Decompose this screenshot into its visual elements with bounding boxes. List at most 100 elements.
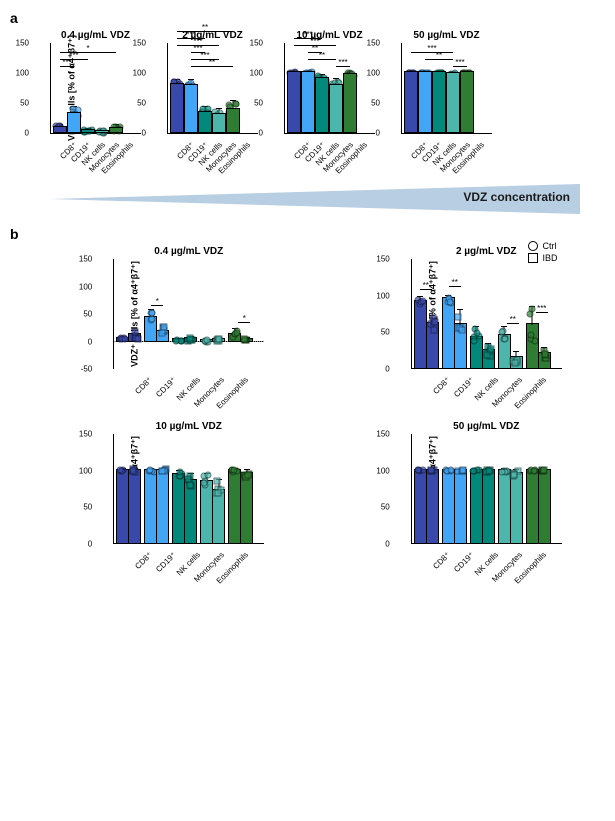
bar <box>460 71 474 133</box>
vdz-gradient: VDZ concentration <box>50 184 580 214</box>
y-tick: 0 <box>72 337 92 346</box>
data-point <box>485 467 492 474</box>
y-tick: 50 <box>360 99 380 108</box>
gradient-label: VDZ concentration <box>463 190 570 204</box>
y-tick: 50 <box>72 503 92 512</box>
data-point <box>187 482 194 489</box>
sig-text: *** <box>338 58 347 67</box>
y-tick: 0 <box>243 129 263 138</box>
data-point <box>455 314 462 321</box>
bar <box>329 84 343 133</box>
y-tick: 100 <box>243 69 263 78</box>
y-tick: 0 <box>72 540 92 549</box>
data-point <box>200 479 207 486</box>
chart-group: 2 µg/mL VDZVDZ⁺ cells [% of α4⁺β7⁺]05010… <box>348 246 615 411</box>
y-tick: 150 <box>243 39 263 48</box>
y-tick: 150 <box>360 39 380 48</box>
data-point <box>149 310 156 317</box>
chart-area: VDZ⁺ cells [% of α4⁺β7⁺]-50050100150** <box>113 259 264 369</box>
chart-title: 0.4 µg/mL VDZ <box>154 246 223 257</box>
y-tick: 50 <box>243 99 263 108</box>
data-point <box>177 469 184 476</box>
data-point <box>203 337 210 344</box>
chart-area: VDZ⁺ cells [% of α4⁺β7⁺]050100150******* <box>50 43 141 134</box>
y-tick: 50 <box>126 99 146 108</box>
data-point <box>172 337 179 344</box>
legend-label: Ctrl <box>542 241 556 251</box>
data-point <box>186 334 193 341</box>
data-point <box>234 329 241 336</box>
y-tick: 100 <box>370 466 390 475</box>
data-point <box>527 331 534 338</box>
panel-a: a 0.4 µg/mL VDZVDZ⁺ cells [% of α4⁺β7⁺]0… <box>10 10 615 214</box>
panel-b-charts: 0.4 µg/mL VDZ VDZ⁺ cells [% of α4⁺β7⁺]-50… <box>50 246 615 586</box>
data-point <box>499 468 506 475</box>
bars-container <box>402 43 492 133</box>
y-tick: 100 <box>360 69 380 78</box>
legend-label: IBD <box>542 253 557 263</box>
y-tick: 0 <box>9 129 29 138</box>
data-point <box>205 472 212 479</box>
bar <box>446 72 460 133</box>
bars-container <box>168 43 258 133</box>
data-point <box>488 345 495 352</box>
bar <box>184 84 198 133</box>
bar <box>454 469 467 544</box>
bar <box>128 469 141 544</box>
bars-container <box>412 434 553 544</box>
data-point <box>116 466 123 473</box>
y-tick: 0 <box>370 365 390 374</box>
bar <box>343 73 357 133</box>
data-point <box>541 467 548 474</box>
y-tick: 0 <box>370 540 390 549</box>
y-tick: 150 <box>72 430 92 439</box>
legend: Ctrl IBD <box>528 241 557 265</box>
panel-a-label: a <box>10 10 615 26</box>
data-point <box>531 338 538 345</box>
chart-title: 10 µg/mL VDZ <box>156 421 222 432</box>
data-point <box>216 335 223 342</box>
data-point <box>241 336 248 343</box>
panel-a-charts: 0.4 µg/mL VDZVDZ⁺ cells [% of α4⁺β7⁺]050… <box>10 30 615 176</box>
y-tick: 150 <box>126 39 146 48</box>
y-tick: 50 <box>370 503 390 512</box>
data-point <box>214 478 221 485</box>
bars-container <box>412 259 553 369</box>
data-point <box>146 466 153 473</box>
data-point <box>512 360 519 367</box>
chart-title: 50 µg/mL VDZ <box>453 421 519 432</box>
data-point <box>134 335 141 342</box>
bars-container <box>114 434 255 544</box>
panel-b: b 0.4 µg/mL VDZVDZ⁺ cells [% of α4⁺β7⁺]-… <box>10 226 615 586</box>
y-tick: 100 <box>72 282 92 291</box>
chart-group: 50 µg/mL VDZ050100150********CD8⁺CD19⁺NK… <box>401 30 492 176</box>
chart-title: 50 µg/mL VDZ <box>413 30 479 41</box>
y-tick: 0 <box>126 129 146 138</box>
data-point <box>431 326 438 333</box>
chart-area: 050100150**************** <box>167 43 258 134</box>
data-point <box>158 330 165 337</box>
y-tick: 0 <box>360 129 380 138</box>
data-point <box>419 298 426 305</box>
chart-area: VDZ⁺ cells [% of α4⁺β7⁺]050100150 <box>411 434 562 544</box>
chart-group: 50 µg/mL VDZ VDZ⁺ cells [% of α4⁺β7⁺]0501… <box>348 421 615 586</box>
y-tick: 100 <box>370 291 390 300</box>
chart-area: 050100150************* <box>284 43 375 134</box>
data-point <box>160 323 167 330</box>
data-point <box>470 467 477 474</box>
bar <box>287 71 301 133</box>
y-tick: 50 <box>9 99 29 108</box>
bars-container <box>114 259 255 369</box>
data-point <box>502 335 509 342</box>
y-tick: 150 <box>370 255 390 264</box>
bar <box>170 83 184 133</box>
bar <box>432 71 446 133</box>
data-point <box>542 350 549 357</box>
chart-group: 10 µg/mL VDZ VDZ⁺ cells [% of α4⁺β7⁺]0501… <box>50 421 328 586</box>
data-point <box>129 468 136 475</box>
chart-area: VDZ⁺ cells [% of α4⁺β7⁺]050100150 <box>113 434 264 544</box>
sig-text: ** <box>202 23 208 32</box>
bars-container <box>285 43 375 133</box>
bar <box>510 472 523 544</box>
y-tick: 100 <box>72 466 92 475</box>
